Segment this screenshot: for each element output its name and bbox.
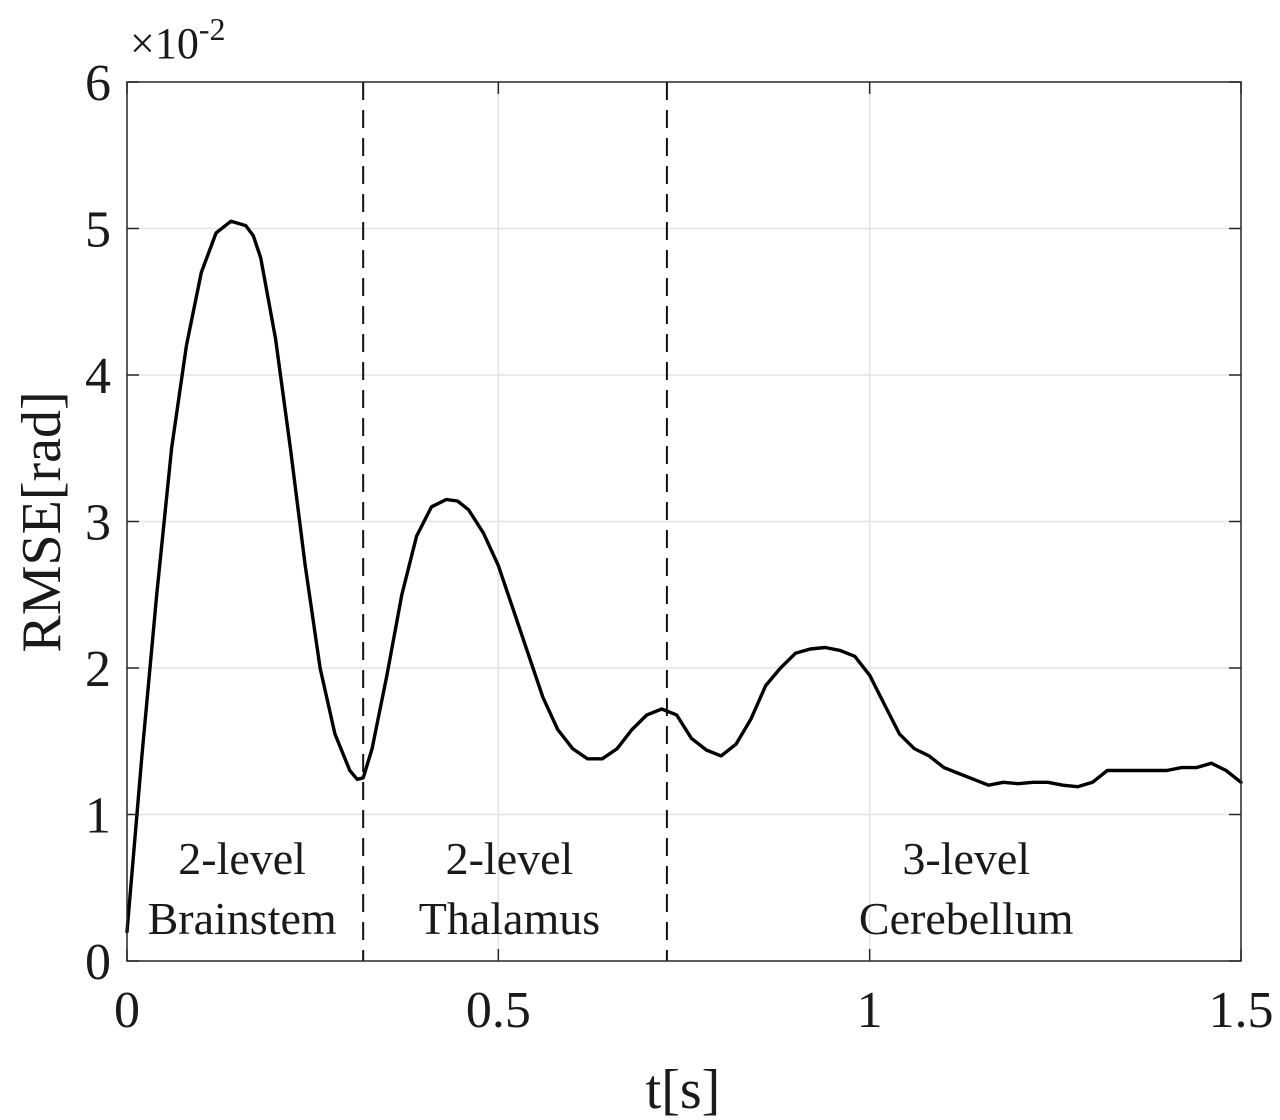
y-tick-label: 6 — [85, 55, 111, 112]
y-tick-label: 1 — [85, 788, 111, 845]
region-label-level: 3-level — [902, 833, 1030, 884]
region-label-structure: Thalamus — [419, 893, 600, 944]
x-tick-labels: 0 0.5 1 1.5 — [114, 982, 1274, 1039]
region-label-structure: Cerebellum — [859, 893, 1074, 944]
region-label-level: 2-level — [446, 833, 574, 884]
grid — [127, 82, 1241, 961]
region-label-structure: Brainstem — [148, 893, 337, 944]
region-label-level: 2-level — [178, 833, 306, 884]
region-dividers — [362, 82, 668, 961]
y-tick-label: 3 — [85, 495, 111, 552]
x-tick-label: 0.5 — [466, 982, 531, 1039]
axis-ticks — [126, 81, 1242, 962]
x-axis-label: t[s] — [646, 1059, 721, 1120]
series-layer — [125, 219, 1243, 934]
y-tick-label: 0 — [85, 934, 111, 991]
y-axis-exponent: ×10-2 — [130, 11, 225, 68]
region-labels: 2-level Brainstem 2-level Thalamus 3-level Ce… — [148, 833, 1074, 944]
y-tick-label: 5 — [85, 202, 111, 259]
y-axis-exponent-power: -2 — [199, 11, 226, 47]
y-tick-labels: 0 1 2 3 4 5 6 — [85, 55, 111, 991]
y-tick-label: 4 — [85, 348, 111, 405]
x-tick-label: 1.5 — [1209, 982, 1274, 1039]
x-tick-label: 0 — [114, 982, 140, 1039]
rmse-series-line — [125, 219, 1243, 934]
y-axis-exponent-base: ×10 — [130, 19, 199, 68]
y-tick-label: 2 — [85, 641, 111, 698]
y-axis-label: RMSE[rad] — [11, 391, 73, 652]
x-tick-label: 1 — [857, 982, 883, 1039]
